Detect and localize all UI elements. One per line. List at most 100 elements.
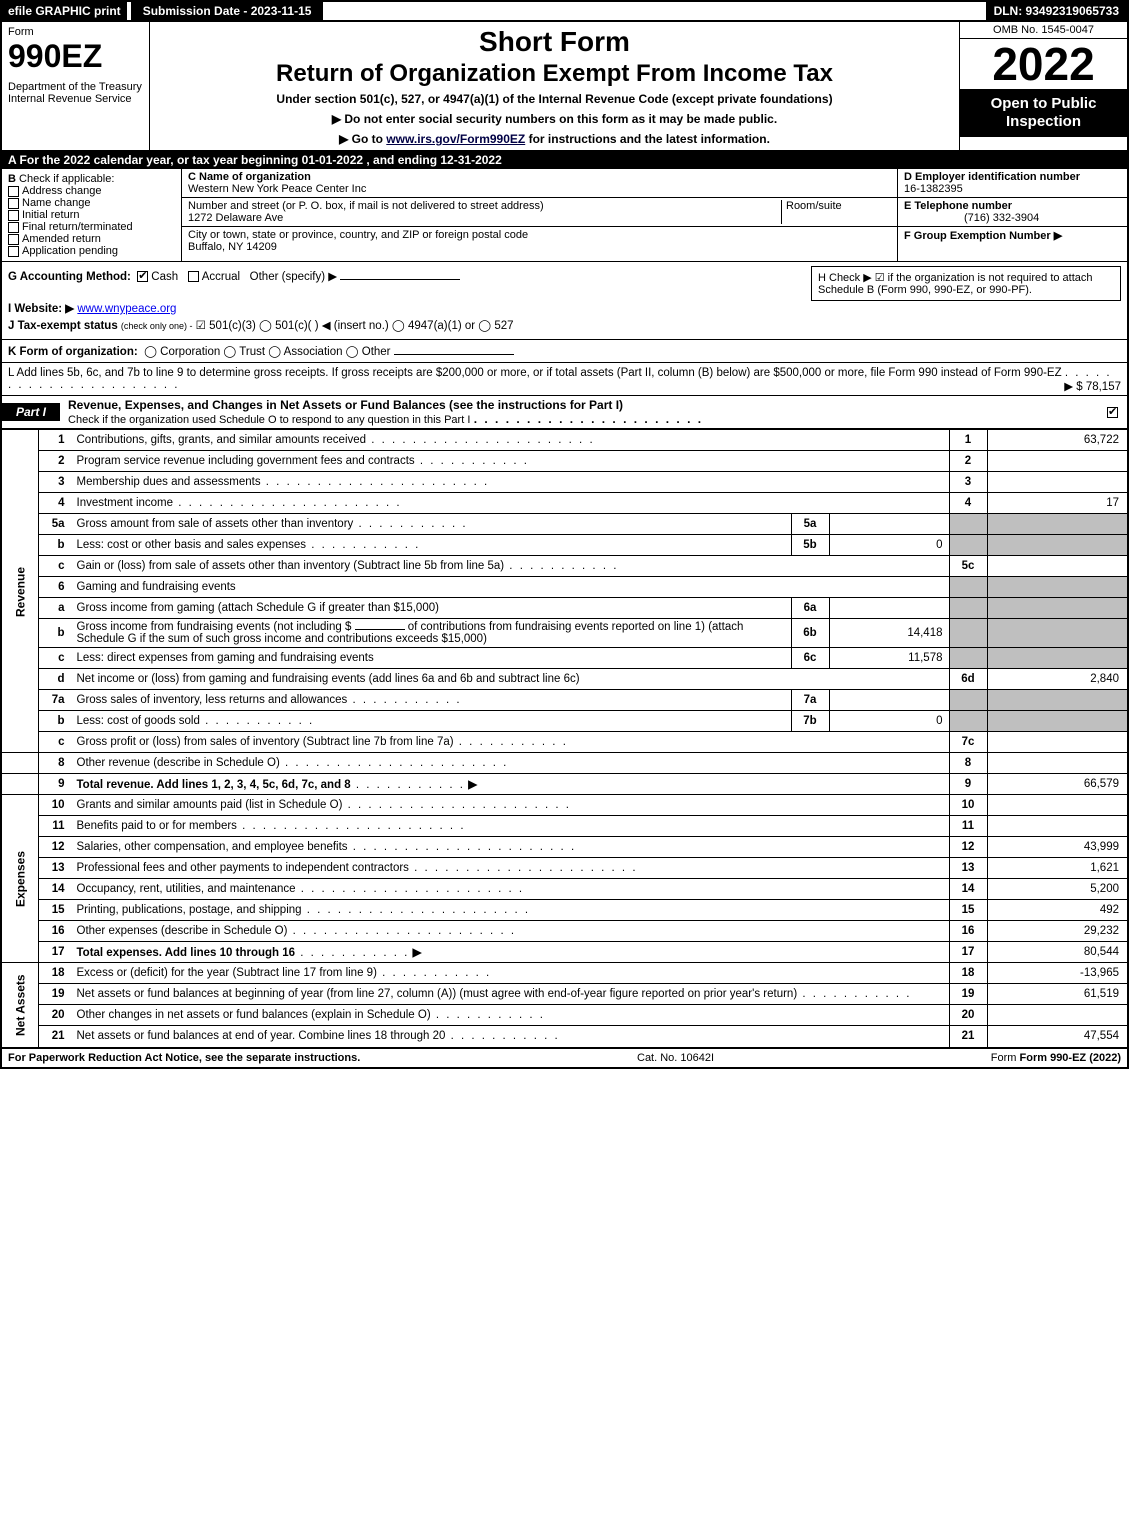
r19-amt: 61,519 — [987, 984, 1127, 1005]
j-opts: ☑ 501(c)(3) ◯ 501(c)( ) ◀ (insert no.) ◯… — [196, 320, 514, 332]
r7b-amt-grey — [987, 711, 1127, 732]
checkbox-application-pending[interactable] — [8, 246, 19, 257]
checkbox-address-change[interactable] — [8, 186, 19, 197]
r3-amt — [987, 472, 1127, 493]
r4-label: Investment income — [73, 493, 950, 514]
dln: DLN: 93492319065733 — [986, 2, 1127, 20]
section-ghi: H Check ▶ ☑ if the organization is not r… — [2, 262, 1127, 340]
r5a-label: Gross amount from sale of assets other t… — [73, 514, 792, 535]
r6c-amt-grey — [987, 648, 1127, 669]
r7b-label: Less: cost of goods sold — [73, 711, 792, 732]
opt-amended-return: Amended return — [22, 233, 101, 245]
r19-label: Net assets or fund balances at beginning… — [73, 984, 950, 1005]
r13-label: Professional fees and other payments to … — [73, 858, 950, 879]
r16-label: Other expenses (describe in Schedule O) — [73, 921, 950, 942]
footer-right: Form Form 990-EZ (2022) — [991, 1052, 1121, 1064]
r15-amt: 492 — [987, 900, 1127, 921]
city-row: City or town, state or province, country… — [182, 227, 897, 255]
part1-label: Part I — [2, 403, 60, 421]
row-5b: b Less: cost or other basis and sales ex… — [2, 535, 1127, 556]
r15-dots — [302, 904, 531, 916]
row-17: 17 Total expenses. Add lines 10 through … — [2, 942, 1127, 963]
schedule-o-checkbox[interactable] — [1107, 407, 1118, 418]
efile-print[interactable]: efile GRAPHIC print — [2, 2, 127, 20]
r3-text: Membership dues and assessments — [77, 476, 261, 488]
checkbox-accrual[interactable] — [188, 271, 199, 282]
r5b-subamt: 0 — [829, 535, 949, 556]
r11-text: Benefits paid to or for members — [77, 820, 237, 832]
r6c-num: c — [39, 648, 73, 669]
org-name-row: C Name of organization Western New York … — [182, 169, 897, 198]
r9-dots — [351, 779, 465, 791]
k-other-field[interactable] — [394, 354, 514, 355]
irs-link[interactable]: www.irs.gov/Form990EZ — [386, 132, 525, 146]
r20-text: Other changes in net assets or fund bala… — [77, 1009, 431, 1021]
r5b-amt-grey — [987, 535, 1127, 556]
r20-label: Other changes in net assets or fund bala… — [73, 1005, 950, 1026]
r5b-ln-grey — [949, 535, 987, 556]
footer-left-text: For Paperwork Reduction Act Notice, see … — [8, 1052, 360, 1064]
r6b-blank[interactable] — [355, 629, 405, 630]
r11-num: 11 — [39, 816, 73, 837]
r5a-ln-grey — [949, 514, 987, 535]
r5a-num: 5a — [39, 514, 73, 535]
r5b-sub: 5b — [791, 535, 829, 556]
checkbox-amended-return[interactable] — [8, 234, 19, 245]
r12-amt: 43,999 — [987, 837, 1127, 858]
r20-dots — [431, 1009, 545, 1021]
r2-dots — [415, 455, 529, 467]
r11-ln: 11 — [949, 816, 987, 837]
row-11: 11 Benefits paid to or for members 11 — [2, 816, 1127, 837]
row-4: 4 Investment income 4 17 — [2, 493, 1127, 514]
department: Department of the Treasury Internal Reve… — [8, 81, 143, 105]
opt-final-return: Final return/terminated — [22, 221, 133, 233]
r17-num: 17 — [39, 942, 73, 963]
r1-num: 1 — [39, 430, 73, 451]
row-16: 16 Other expenses (describe in Schedule … — [2, 921, 1127, 942]
checkbox-name-change[interactable] — [8, 198, 19, 209]
r9-ln: 9 — [949, 774, 987, 795]
r17-ln: 17 — [949, 942, 987, 963]
r7c-label: Gross profit or (loss) from sales of inv… — [73, 732, 950, 753]
r6c-text: Less: direct expenses from gaming and fu… — [77, 652, 374, 664]
r5a-sub: 5a — [791, 514, 829, 535]
part1-check — [1107, 405, 1127, 419]
row-19: 19 Net assets or fund balances at beginn… — [2, 984, 1127, 1005]
footer-mid: Cat. No. 10642I — [360, 1052, 990, 1064]
r5c-label: Gain or (loss) from sale of assets other… — [73, 556, 950, 577]
r1-ln: 1 — [949, 430, 987, 451]
r10-text: Grants and similar amounts paid (list in… — [77, 799, 343, 811]
r6c-subamt: 11,578 — [829, 648, 949, 669]
row-21: 21 Net assets or fund balances at end of… — [2, 1026, 1127, 1047]
r1-dots — [366, 434, 595, 446]
part1-dots — [474, 412, 703, 426]
part1-header: Part I Revenue, Expenses, and Changes in… — [2, 396, 1127, 429]
r21-num: 21 — [39, 1026, 73, 1047]
r10-amt — [987, 795, 1127, 816]
checkbox-final-return[interactable] — [8, 222, 19, 233]
checkbox-initial-return[interactable] — [8, 210, 19, 221]
checkbox-cash[interactable] — [137, 271, 148, 282]
under-section: Under section 501(c), 527, or 4947(a)(1)… — [160, 92, 949, 106]
r19-text: Net assets or fund balances at beginning… — [77, 988, 798, 1000]
section-i: I Website: ▶ www.wnypeace.org — [8, 301, 1121, 315]
instr2-prefix: ▶ Go to — [339, 132, 386, 146]
r20-num: 20 — [39, 1005, 73, 1026]
r6a-sub: 6a — [791, 598, 829, 619]
row-13: 13 Professional fees and other payments … — [2, 858, 1127, 879]
r17-text: Total expenses. Add lines 10 through 16 — [77, 947, 296, 959]
r5a-amt-grey — [987, 514, 1127, 535]
r6d-amt: 2,840 — [987, 669, 1127, 690]
r6b-num: b — [39, 619, 73, 648]
r2-ln: 2 — [949, 451, 987, 472]
opt-cash: Cash — [151, 271, 178, 283]
r9-label: Total revenue. Add lines 1, 2, 3, 4, 5c,… — [73, 774, 950, 795]
r6b-subamt: 14,418 — [829, 619, 949, 648]
other-specify-field[interactable] — [340, 279, 460, 280]
r4-dots — [173, 497, 402, 509]
r20-amt — [987, 1005, 1127, 1026]
website-link[interactable]: www.wnypeace.org — [77, 303, 176, 315]
r14-ln: 14 — [949, 879, 987, 900]
r7b-sub: 7b — [791, 711, 829, 732]
r5a-text: Gross amount from sale of assets other t… — [77, 518, 354, 530]
